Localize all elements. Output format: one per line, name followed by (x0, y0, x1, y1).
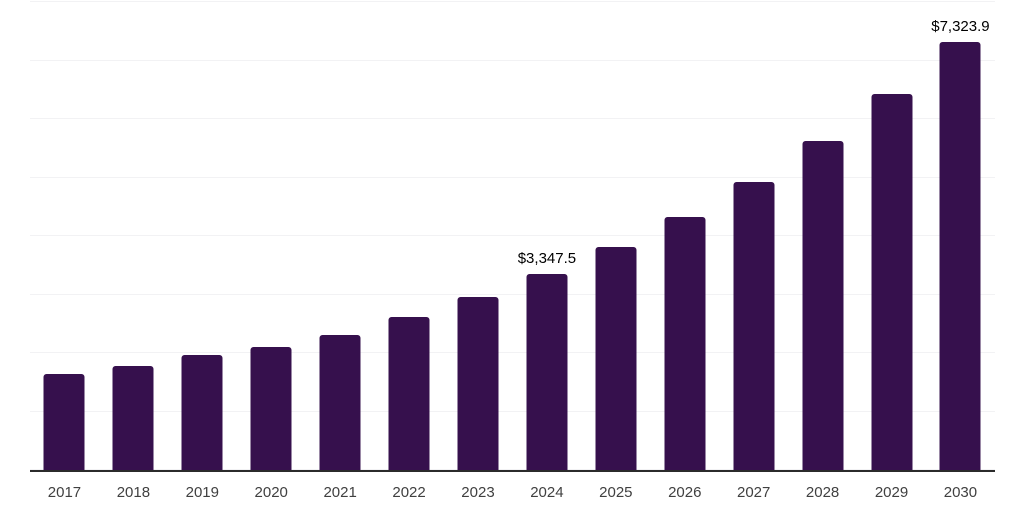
data-label-2024: $3,347.5 (517, 250, 577, 268)
x-axis-label-2030: 2030 (943, 484, 978, 501)
gridline (30, 118, 995, 119)
x-axis-label-2025: 2025 (599, 484, 633, 501)
bar-slot (99, 2, 168, 470)
bar-2018[interactable] (112, 365, 154, 470)
bar-slot (581, 2, 650, 470)
bar-2027[interactable] (733, 181, 775, 470)
bar-2019[interactable] (181, 355, 223, 470)
gridline (30, 352, 995, 353)
bar-2023[interactable] (457, 296, 499, 470)
bar-slot (788, 2, 857, 470)
gridline (30, 410, 995, 412)
bar-slot (444, 2, 513, 470)
gridline (30, 176, 995, 178)
bar-slot (650, 2, 719, 470)
x-axis: 2017 2018 2019 2020 2021 2022 2023 2024 2025 2026… (30, 470, 995, 510)
bar-2017[interactable] (43, 374, 85, 470)
gridline (30, 469, 995, 470)
bar-2020[interactable] (250, 347, 292, 470)
x-axis-label-2018: 2018 (116, 484, 151, 501)
x-axis-label-2020: 2020 (254, 484, 288, 501)
bar-2025[interactable] (595, 247, 637, 470)
x-axis-label-2029: 2029 (874, 484, 909, 501)
bar-slot (719, 2, 788, 470)
x-axis-label-2024: 2024 (530, 484, 564, 501)
bar-2030[interactable] (939, 41, 981, 470)
bar-2022[interactable] (388, 317, 430, 470)
gridline (30, 1, 995, 2)
plot-area: $3,347.5 $7,323.9 (30, 1, 995, 470)
x-axis-label-2026: 2026 (668, 484, 702, 501)
bar-2026[interactable] (664, 216, 706, 470)
bar-2024[interactable] (526, 274, 568, 470)
bar-2021[interactable] (319, 334, 361, 470)
bar-slot: $3,347.5 (512, 2, 581, 470)
grid-layer (30, 1, 995, 470)
bar-slot (306, 2, 375, 470)
bars-layer: $3,347.5 $7,323.9 (30, 2, 995, 470)
bar-2028[interactable] (802, 140, 844, 470)
x-axis-label-2022: 2022 (392, 484, 426, 501)
x-axis-label-2023: 2023 (461, 484, 495, 501)
x-axis-label-2019: 2019 (185, 484, 219, 501)
data-label-2030: $7,323.9 (931, 17, 990, 35)
x-axis-label-2027: 2027 (736, 484, 771, 501)
x-axis-label-2017: 2017 (47, 484, 82, 501)
bar-slot (30, 2, 99, 470)
bar-slot: $7,323.9 (926, 2, 995, 470)
bar-slot (168, 2, 237, 470)
x-axis-label-2028: 2028 (805, 484, 840, 501)
bar-slot (375, 2, 444, 470)
x-axis-label-2021: 2021 (323, 484, 357, 501)
bar-slot (857, 2, 926, 470)
gridline (30, 59, 995, 61)
gridline (30, 293, 995, 295)
bar-slot (237, 2, 306, 470)
gridline (30, 235, 995, 236)
bar-2029[interactable] (871, 93, 913, 470)
